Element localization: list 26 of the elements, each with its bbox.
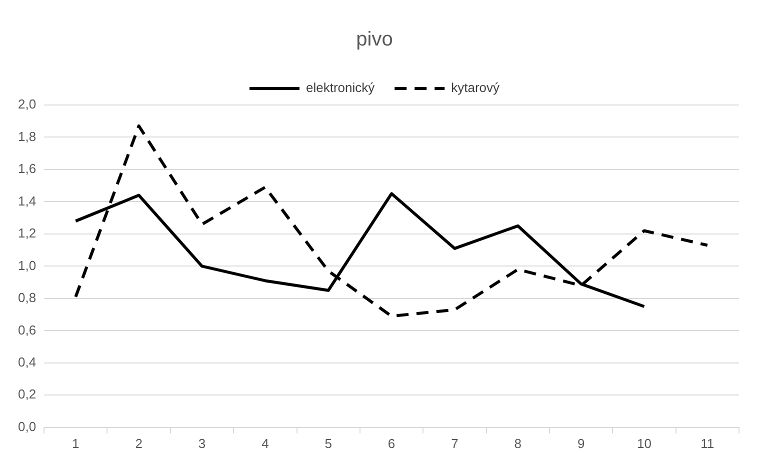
x-tick-label: 6 bbox=[388, 436, 396, 451]
x-tick-label: 7 bbox=[451, 436, 458, 451]
y-tick-label: 0,6 bbox=[18, 322, 36, 338]
x-tick-label: 1 bbox=[72, 436, 80, 451]
legend-label: elektronický bbox=[306, 80, 376, 96]
x-tick-label: 4 bbox=[262, 436, 269, 451]
x-tick-label: 9 bbox=[577, 436, 585, 451]
y-tick-label: 1,6 bbox=[18, 161, 36, 176]
legend-label: kytarový bbox=[451, 80, 500, 96]
x-tick-label: 11 bbox=[700, 436, 714, 451]
x-tick-label: 10 bbox=[637, 436, 652, 451]
y-tick-label: 0,8 bbox=[18, 290, 36, 306]
x-tick-label: 3 bbox=[198, 436, 206, 451]
y-tick-label: 1,4 bbox=[18, 193, 36, 208]
x-tick-label: 2 bbox=[135, 436, 142, 451]
x-tick-label: 5 bbox=[324, 436, 332, 451]
line-series bbox=[74, 124, 709, 318]
y-tick-label: 1,2 bbox=[18, 226, 36, 241]
y-tick-label: 2,0 bbox=[18, 96, 36, 112]
chart-title: pivo bbox=[356, 28, 393, 51]
y-tick-label: 0,2 bbox=[18, 386, 36, 402]
y-tick-label: 1,8 bbox=[18, 128, 36, 144]
y-tick-label: 0,0 bbox=[18, 418, 36, 434]
x-tick-label: 8 bbox=[514, 436, 522, 451]
y-tick-label: 1,0 bbox=[18, 258, 36, 273]
y-tick-label: 0,4 bbox=[18, 354, 36, 370]
